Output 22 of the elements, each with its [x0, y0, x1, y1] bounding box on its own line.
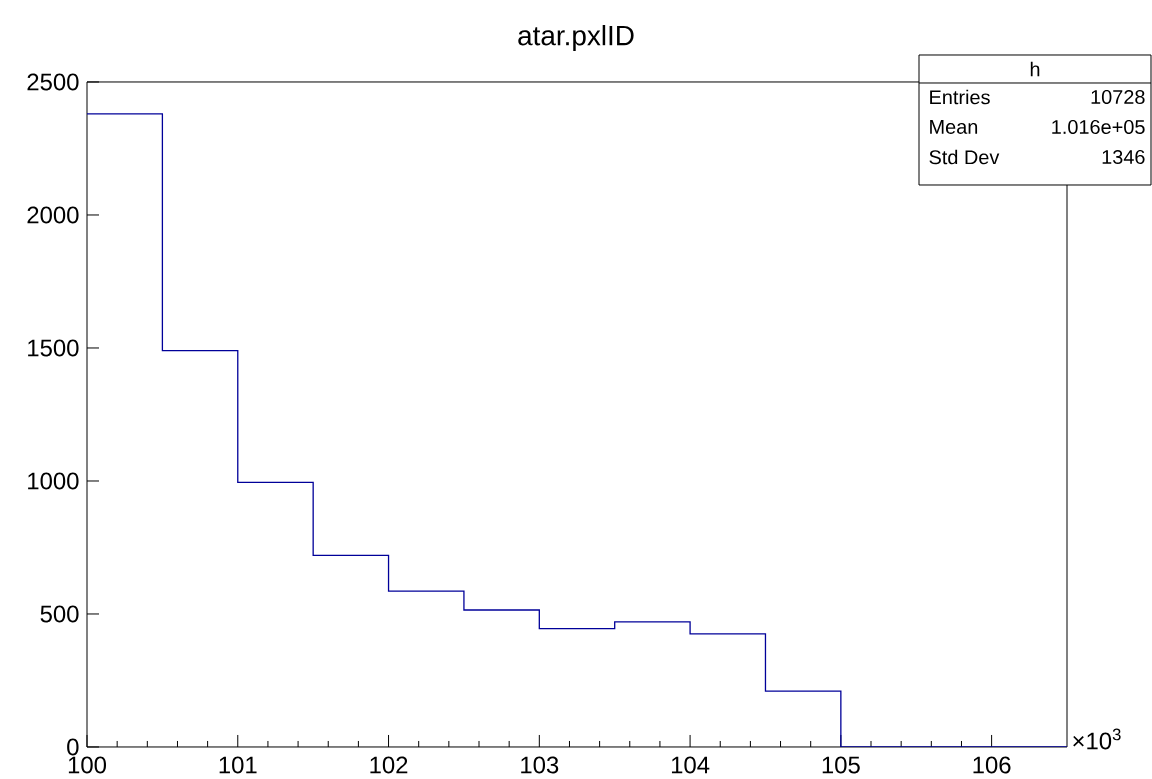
x-tick-label: 100	[68, 756, 107, 774]
x-tick-label: 102	[370, 756, 408, 774]
x-tick-label: 106	[973, 756, 1011, 774]
x-tick-label: 104	[671, 756, 710, 774]
text: 1346	[1102, 149, 1145, 165]
x-tick-label: 103	[521, 756, 559, 774]
text: ×10$^{3}$	[1073, 728, 1121, 750]
annotation: Entries	[930, 89, 990, 105]
x-tick-label: 101	[219, 756, 257, 774]
y-tick-label: 1000	[28, 472, 79, 490]
y-tick-label: 0	[67, 738, 79, 756]
chart-title: atar.pxlID	[518, 25, 634, 51]
y-tick-label: 2500	[27, 73, 79, 91]
annotation: 1.016e+05	[1052, 119, 1145, 135]
x-tick-label: 105	[822, 756, 860, 774]
annotation: Std Dev	[929, 149, 1000, 165]
text: 10728	[1091, 89, 1145, 105]
annotation: Mean	[930, 120, 978, 134]
text: h	[1030, 61, 1040, 77]
y-tick-label: 500	[40, 605, 79, 623]
y-tick-label: 2000	[27, 206, 79, 224]
y-tick-label: 1500	[28, 339, 79, 357]
